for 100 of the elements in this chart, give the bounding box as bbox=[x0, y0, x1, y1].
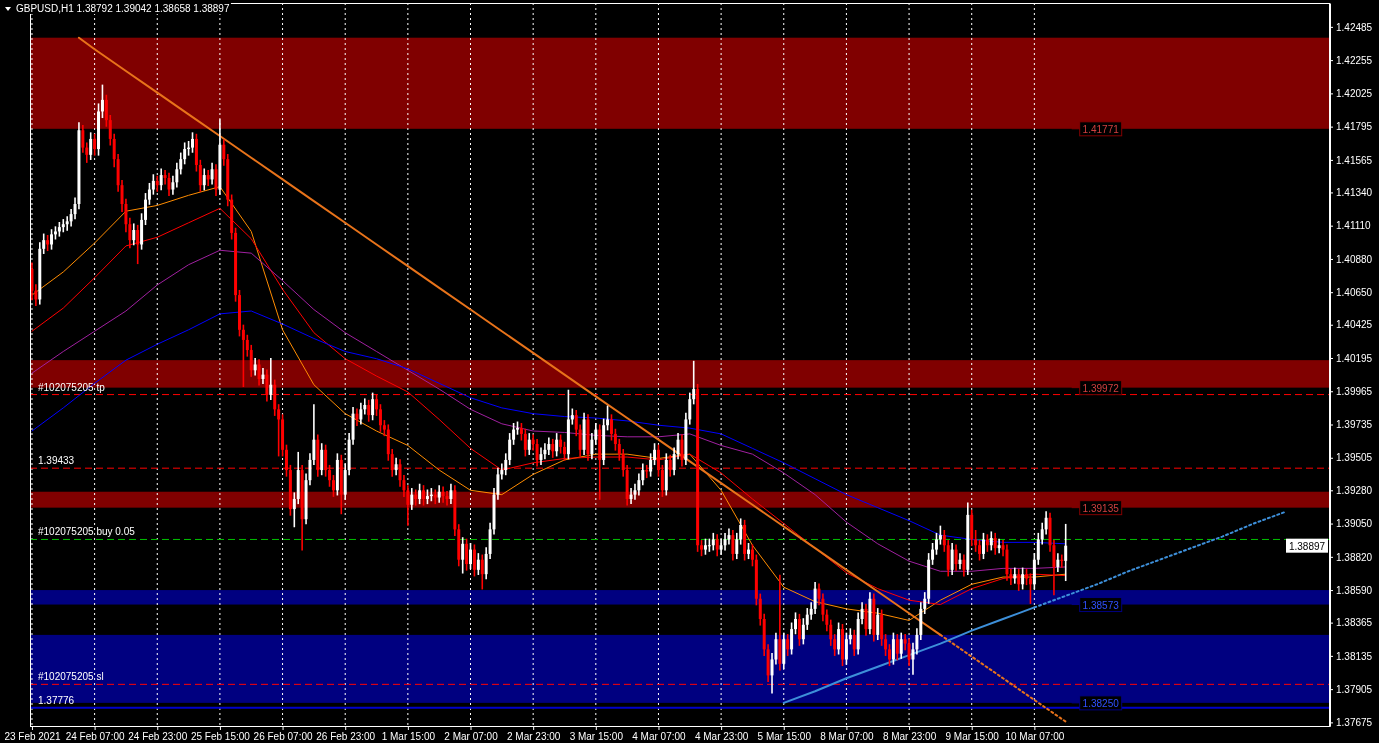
x-tick-label: 8 Mar 07:00 bbox=[820, 731, 875, 743]
candlestick bbox=[100, 84, 104, 119]
candlestick bbox=[480, 554, 484, 590]
candlestick bbox=[202, 168, 206, 191]
candlestick bbox=[367, 399, 371, 422]
x-tick-label: 24 Feb 07:00 bbox=[65, 731, 126, 743]
candlestick bbox=[449, 483, 453, 505]
candlestick bbox=[527, 433, 531, 455]
candlestick bbox=[1064, 523, 1068, 582]
candlestick bbox=[653, 443, 657, 466]
candlestick bbox=[997, 538, 1001, 554]
candlestick bbox=[555, 433, 559, 457]
candlestick bbox=[606, 405, 610, 431]
y-tick-label: 1.38590 bbox=[1336, 584, 1373, 596]
candlestick bbox=[89, 132, 93, 160]
y-tick-label: 1.41795 bbox=[1336, 121, 1373, 133]
candlestick bbox=[61, 219, 65, 233]
candlestick bbox=[445, 490, 449, 506]
ref-line-label: #102075205 sl bbox=[38, 671, 104, 683]
y-tick-label: 1.39505 bbox=[1336, 452, 1373, 464]
x-tick-label: 9 Mar 15:00 bbox=[945, 731, 1000, 743]
candlestick bbox=[516, 421, 519, 435]
candlestick bbox=[609, 414, 613, 441]
y-tick-label: 1.40195 bbox=[1336, 352, 1373, 364]
candlestick bbox=[563, 441, 566, 461]
candlestick bbox=[147, 182, 151, 205]
candlestick bbox=[410, 488, 414, 510]
x-tick-label: 24 Feb 23:00 bbox=[128, 731, 188, 743]
candlestick bbox=[422, 485, 426, 506]
candlestick bbox=[884, 634, 888, 656]
candlestick bbox=[198, 159, 202, 192]
candlestick bbox=[981, 532, 985, 560]
candlestick bbox=[633, 483, 637, 500]
candlestick bbox=[155, 175, 159, 192]
candlestick bbox=[433, 489, 437, 505]
candlestick bbox=[241, 324, 245, 387]
candlestick bbox=[797, 613, 801, 646]
y-tick-label: 1.40425 bbox=[1336, 319, 1373, 331]
y-tick-label: 1.37905 bbox=[1336, 683, 1373, 695]
candlestick bbox=[461, 537, 465, 574]
line-series bbox=[31, 249, 1067, 572]
y-tick-label: 1.42485 bbox=[1336, 21, 1373, 33]
candlestick bbox=[1044, 511, 1048, 535]
candlestick bbox=[888, 644, 891, 667]
candlestick bbox=[899, 632, 903, 659]
x-tick-label: 3 Mar 15:00 bbox=[569, 731, 624, 743]
candlestick bbox=[1021, 567, 1025, 590]
candlestick bbox=[852, 629, 856, 656]
candlestick bbox=[790, 622, 794, 655]
ref-line-label: 1.39433 bbox=[38, 455, 75, 467]
y-tick-label: 1.38820 bbox=[1336, 551, 1373, 563]
y-tick-label: 1.41565 bbox=[1336, 154, 1373, 166]
y-tick-label: 1.42255 bbox=[1336, 54, 1373, 66]
x-tick-label: 2 Mar 23:00 bbox=[506, 731, 561, 743]
candlestick bbox=[891, 632, 895, 665]
candlestick bbox=[958, 553, 962, 570]
ref-line-label: 1.37776 bbox=[38, 694, 75, 706]
candlestick bbox=[993, 532, 997, 555]
candlestick bbox=[629, 488, 633, 505]
candlestick bbox=[844, 632, 848, 665]
candlestick bbox=[249, 344, 253, 377]
y-tick-label: 1.41110 bbox=[1336, 220, 1372, 232]
candlestick bbox=[700, 540, 704, 557]
candlestick bbox=[418, 483, 422, 505]
candlestick bbox=[257, 359, 261, 386]
candlestick bbox=[637, 473, 641, 496]
y-tick-label: 1.41340 bbox=[1336, 187, 1373, 199]
candlestick bbox=[331, 475, 335, 497]
y-tick-label: 1.39965 bbox=[1336, 385, 1373, 397]
candlestick bbox=[715, 534, 719, 557]
candlestick bbox=[97, 103, 101, 156]
candlestick bbox=[191, 132, 194, 153]
candlestick bbox=[437, 485, 441, 503]
candlestick bbox=[649, 453, 653, 477]
candlestick bbox=[238, 289, 241, 337]
candlestick bbox=[962, 554, 966, 577]
candlestick bbox=[512, 422, 516, 445]
candlestick bbox=[794, 612, 797, 635]
band-label: 1.38250 bbox=[1082, 697, 1120, 709]
candlestick bbox=[931, 543, 935, 565]
y-tick-label: 1.38135 bbox=[1336, 650, 1373, 662]
ref-line-label: #102075205 buy 0.05 bbox=[38, 526, 136, 538]
candlestick bbox=[954, 544, 958, 571]
candlestick bbox=[950, 543, 954, 575]
candlestick bbox=[1060, 554, 1064, 568]
y-tick-label: 1.39735 bbox=[1336, 419, 1373, 431]
candlestick bbox=[378, 404, 382, 432]
x-tick-label: 10 Mar 07:00 bbox=[1005, 731, 1065, 743]
x-tick-label: 1 Mar 15:00 bbox=[381, 731, 436, 743]
annotation: 1.38897 bbox=[1288, 540, 1326, 552]
candlestick bbox=[261, 368, 265, 385]
x-tick-label: 8 Mar 23:00 bbox=[882, 731, 937, 743]
candlestick bbox=[1017, 569, 1021, 591]
candlestick bbox=[476, 553, 480, 575]
candlestick bbox=[731, 529, 735, 561]
candlestick bbox=[1013, 567, 1017, 584]
y-tick-label: 1.37675 bbox=[1336, 717, 1373, 729]
y-tick-label: 1.40650 bbox=[1336, 286, 1373, 298]
candlestick bbox=[813, 582, 817, 615]
candlestick bbox=[907, 638, 911, 667]
